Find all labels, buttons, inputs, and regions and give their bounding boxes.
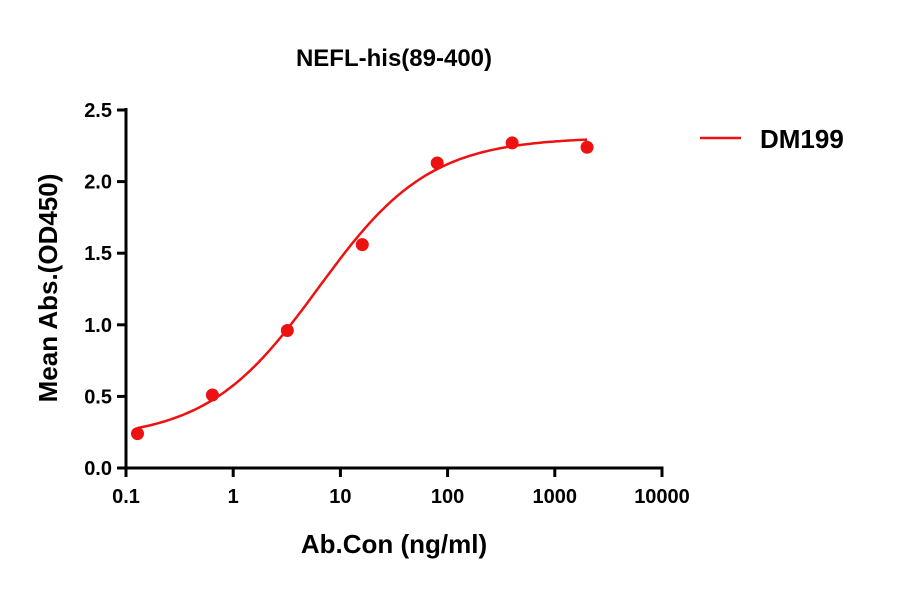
x-tick-label: 0.1 (112, 486, 140, 508)
data-point-dm199 (355, 238, 369, 252)
y-axis-label: Mean Abs.(OD450) (33, 174, 63, 403)
x-tick-label: 1000 (533, 486, 578, 508)
data-point-dm199 (505, 136, 519, 150)
data-point-dm199 (430, 156, 444, 170)
y-tick-label: 1.5 (84, 243, 112, 265)
data-point-dm199 (580, 140, 594, 154)
fit-curve-dm199 (137, 138, 588, 430)
data-point-dm199 (130, 427, 144, 441)
y-tick-label: 0.0 (84, 458, 112, 480)
fit-curve-group (137, 138, 588, 430)
legend: DM199 (700, 124, 844, 154)
x-tick-label: 10000 (634, 486, 690, 508)
points-group (130, 136, 594, 441)
data-point-dm199 (280, 324, 294, 338)
x-tick-label: 10 (329, 486, 351, 508)
data-point-dm199 (205, 388, 219, 402)
x-tick-label: 100 (431, 486, 464, 508)
y-tick-label: 2.5 (84, 100, 112, 122)
x-tick-label: 1 (228, 486, 239, 508)
y-tick-label: 2.0 (84, 172, 112, 194)
legend-label-dm199: DM199 (760, 124, 844, 154)
y-tick-label: 1.0 (84, 315, 112, 337)
chart-title: NEFL-his(89-400) (296, 45, 492, 72)
y-tick-label: 0.5 (84, 386, 112, 408)
axes: 0.0 0.5 1.0 1.5 2.0 2.5 0.1 1 10 100 1000 10000 (84, 100, 690, 508)
x-axis-label: Ab.Con (ng/ml) (301, 529, 487, 559)
